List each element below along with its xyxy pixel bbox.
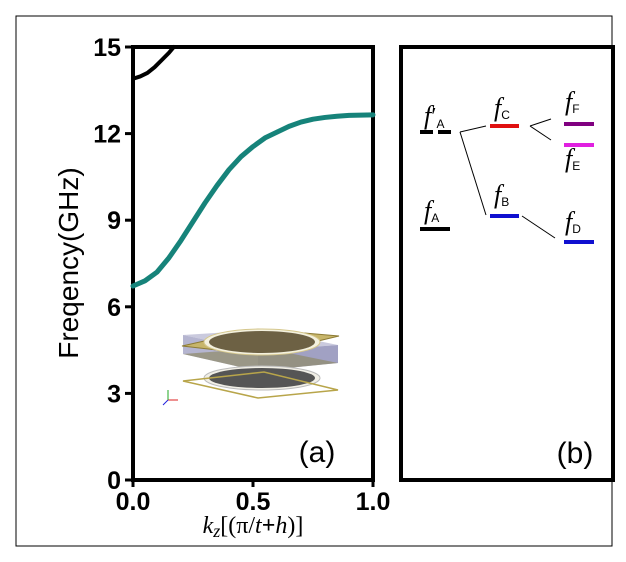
connector-a2-b: [459, 131, 487, 216]
connector-b-d: [521, 215, 556, 239]
panel-a-x-ticks: 0.0 0.5 1.0: [116, 480, 391, 516]
x-tick-label: 1.0: [356, 488, 391, 516]
connector-a2-c: [459, 125, 487, 133]
panel-b: f′A fA fC fB fF fE fD (b): [399, 45, 615, 482]
x-axis-label: kz[(π/t+h)]: [203, 513, 304, 541]
series-line-teal: [130, 112, 376, 289]
x-tick-label: 0.5: [236, 488, 271, 516]
label-fC: fC: [494, 93, 510, 122]
panel-a-y-ticks: 0 3 6 9 12 15: [93, 34, 133, 495]
label-fF: fF: [565, 87, 580, 116]
panel-a-label: (a): [299, 436, 336, 469]
connector-c-e: [529, 125, 552, 141]
x-tick-label: 0.0: [116, 488, 151, 516]
connector-c-f: [529, 118, 552, 127]
y-tick-label: 3: [107, 380, 121, 408]
panel-a-series: [130, 45, 376, 289]
panel-b-label: (b): [557, 437, 594, 470]
label-fB: fB: [494, 180, 509, 209]
label-fA2: f′A: [424, 101, 445, 131]
label-fE: fE: [565, 144, 580, 173]
panel-a: 0 3 6 9 12 15 0.0 0.5 1.0 (a) Freqency(GHz) kz[…: [53, 34, 390, 541]
label-fD: fD: [565, 207, 581, 236]
panel-a-plot-frame: [131, 45, 375, 482]
y-tick-label: 0: [107, 467, 121, 495]
series-line-black: [131, 45, 176, 81]
srr-inset-image: [162, 328, 340, 406]
y-tick-label: 12: [93, 121, 121, 149]
y-tick-label: 9: [107, 207, 121, 235]
y-tick-label: 6: [107, 294, 121, 322]
y-axis-label: Freqency(GHz): [53, 167, 84, 358]
panel-b-frame: [399, 45, 615, 482]
y-tick-label: 15: [93, 34, 121, 62]
label-fA: fA: [424, 196, 439, 225]
